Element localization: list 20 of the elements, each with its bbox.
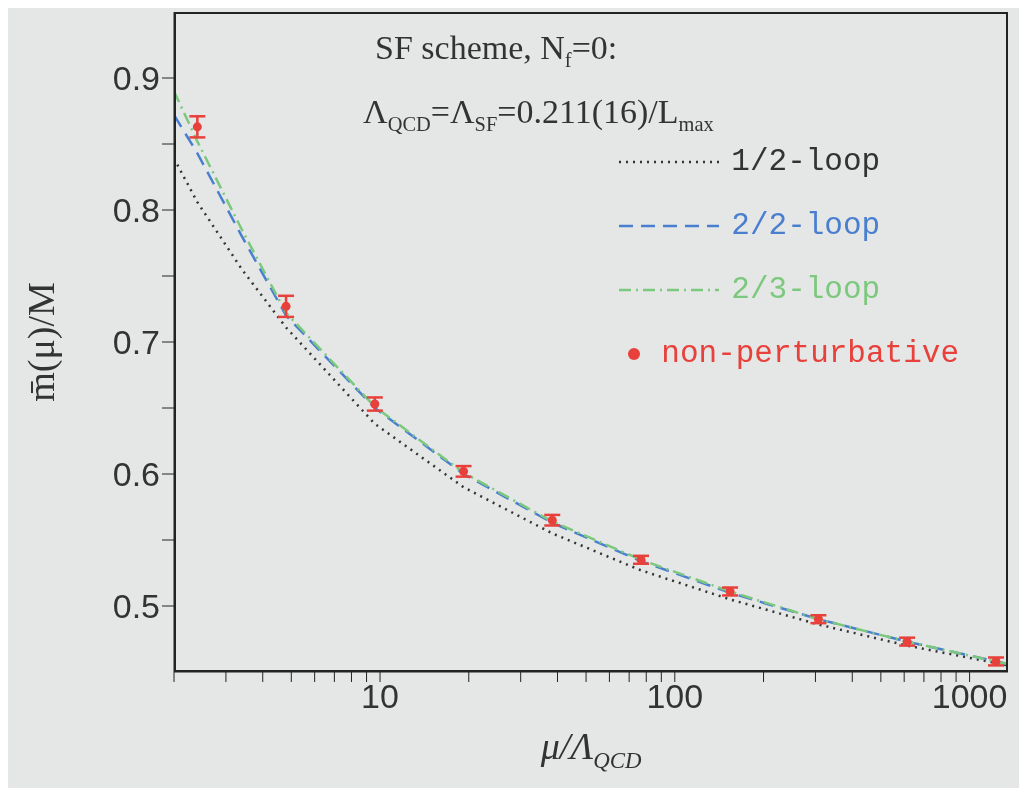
legend-label: non-perturbative — [661, 335, 959, 373]
y-tick-label: 0.5 — [112, 587, 160, 626]
annotation: SF scheme, N$_{f}$=0: — [375, 29, 618, 71]
point — [192, 122, 202, 132]
y-axis-title: m̄(μ)/M — [20, 282, 62, 402]
legend-label: 1/2-loop — [731, 143, 881, 181]
y-tick-label: 0.7 — [112, 323, 160, 362]
point — [459, 466, 469, 476]
y-tick-label: 0.9 — [112, 59, 160, 98]
legend-label: 2/3-loop — [731, 271, 881, 309]
x-tick-label: 1000 — [931, 677, 1008, 716]
y-tick-label: 0.6 — [112, 455, 160, 494]
x-axis-title: μ/Λ$_{QCD}$ — [540, 725, 642, 773]
point — [547, 515, 557, 525]
x-tick-label: 10 — [361, 677, 399, 716]
y-tick-label: 0.8 — [112, 191, 160, 230]
legend-label: 2/2-loop — [731, 207, 881, 245]
point — [281, 301, 291, 311]
annotation: Λ$_{QCD}$=Λ$_{SF}$=0.211(16)/L$_{max}$ — [363, 92, 714, 135]
x-tick-label: 100 — [646, 677, 704, 716]
